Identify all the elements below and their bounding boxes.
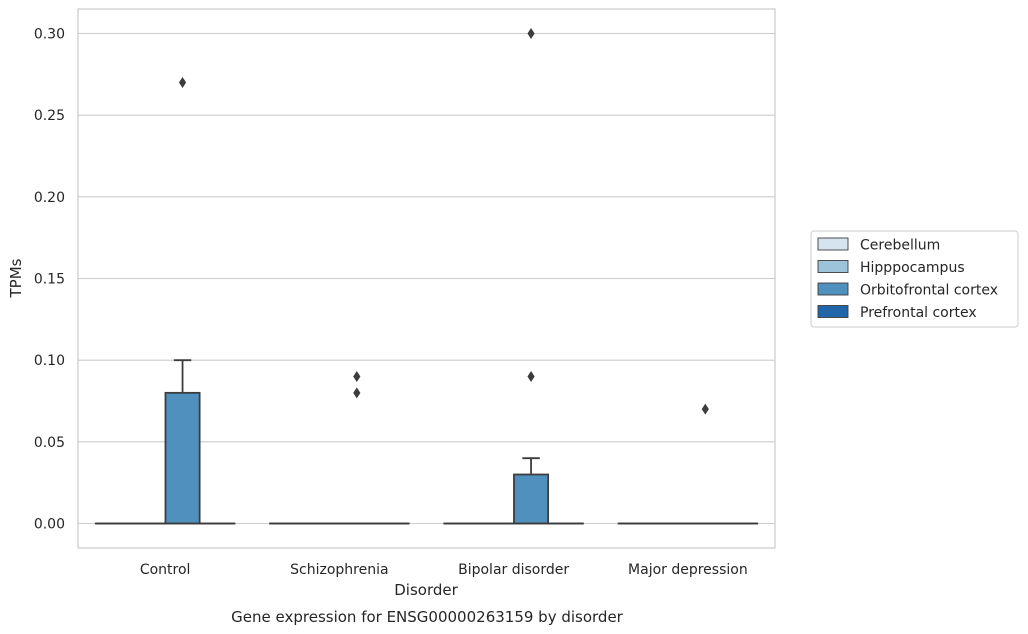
outlier-point: [527, 371, 535, 382]
plot-frame: [77, 8, 776, 549]
x-axis-label: Disorder: [394, 581, 458, 599]
x-tick-labels: Control Schizophrenia Bipolar disorder Majo…: [140, 562, 748, 578]
legend-swatch: [817, 260, 849, 273]
outlier-point: [701, 403, 709, 415]
box-orbitofrontal-cortex: [164, 77, 201, 525]
legend-label: Prefrontal cortex: [860, 305, 977, 321]
x-tick-label: Control: [140, 562, 191, 578]
legend-label: Hipppocampus: [860, 260, 965, 276]
y-tick-label: 0.20: [34, 190, 65, 206]
y-tick-label: 0.15: [34, 272, 65, 288]
legend-swatch: [817, 305, 849, 318]
x-tick-label: Bipolar disorder: [458, 562, 569, 578]
y-tick-label: 0.25: [34, 108, 65, 124]
legend-frame: [810, 230, 1019, 328]
box-orbitofrontal-cortex: [513, 28, 550, 525]
box-orbitofrontal-cortex: [687, 403, 724, 525]
legend-label: Cerebellum: [860, 238, 940, 254]
outlier-point: [178, 77, 187, 88]
y-tick-label: 0.05: [34, 435, 65, 451]
box-body: [164, 391, 201, 525]
y-axis-label: TPMs: [7, 258, 25, 298]
y-tick-labels: 0.00 0.05 0.10 0.15 0.20 0.25 0.30: [34, 27, 65, 533]
outlier-point: [353, 387, 361, 399]
y-tick-label: 0.10: [34, 353, 65, 369]
outlier-point: [527, 28, 535, 39]
legend-swatch: [817, 282, 849, 296]
legend-label: Orbitofrontal cortex: [860, 283, 998, 299]
chart-caption: Gene expression for ENSG00000263159 by d…: [231, 608, 624, 626]
y-tick-label: 0.30: [34, 27, 65, 43]
legend: Cerebellum Hipppocampus Orbitofrontal cort…: [810, 230, 1019, 328]
box-body: [513, 473, 550, 525]
box-groups: [94, 28, 759, 525]
y-tick-label: 0.00: [34, 517, 65, 533]
x-tick-label: Major depression: [628, 562, 748, 578]
legend-swatch: [817, 237, 849, 251]
outlier-point: [353, 371, 361, 382]
x-tick-label: Schizophrenia: [290, 562, 388, 578]
